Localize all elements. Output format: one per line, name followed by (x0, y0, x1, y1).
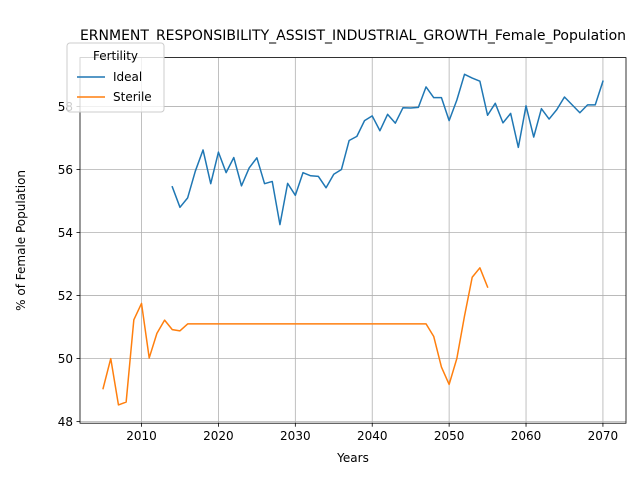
x-tick-label: 2050 (434, 429, 465, 443)
y-tick-label: 54 (58, 226, 73, 240)
x-tick-label: 2060 (511, 429, 542, 443)
x-tick-label: 2070 (588, 429, 619, 443)
legend-box (66, 42, 165, 113)
legend-label-sterile: Sterile (113, 90, 152, 104)
x-axis-label: Years (336, 451, 369, 465)
y-axis-label: % of Female Population (14, 170, 28, 311)
legend: Fertility Ideal Sterile (66, 42, 165, 113)
series-layer (102, 73, 604, 406)
chart-title: ERNMENT_RESPONSIBILITY_ASSIST_INDUSTRIAL… (80, 28, 626, 44)
legend-title: Fertility (93, 49, 138, 63)
x-tick-label: 2040 (357, 429, 388, 443)
y-tick-label: 50 (58, 352, 73, 366)
grid (80, 57, 626, 424)
series-line-ideal (171, 73, 604, 226)
x-tick-label: 2030 (280, 429, 311, 443)
y-tick-label: 48 (58, 415, 73, 429)
x-tick-label: 2010 (126, 429, 157, 443)
x-tick-label: 2020 (203, 429, 234, 443)
series-line-sterile (102, 267, 489, 406)
legend-label-ideal: Ideal (113, 70, 142, 84)
y-tick-label: 56 (58, 163, 73, 177)
y-tick-label: 52 (58, 289, 73, 303)
plot-frame (79, 57, 627, 424)
